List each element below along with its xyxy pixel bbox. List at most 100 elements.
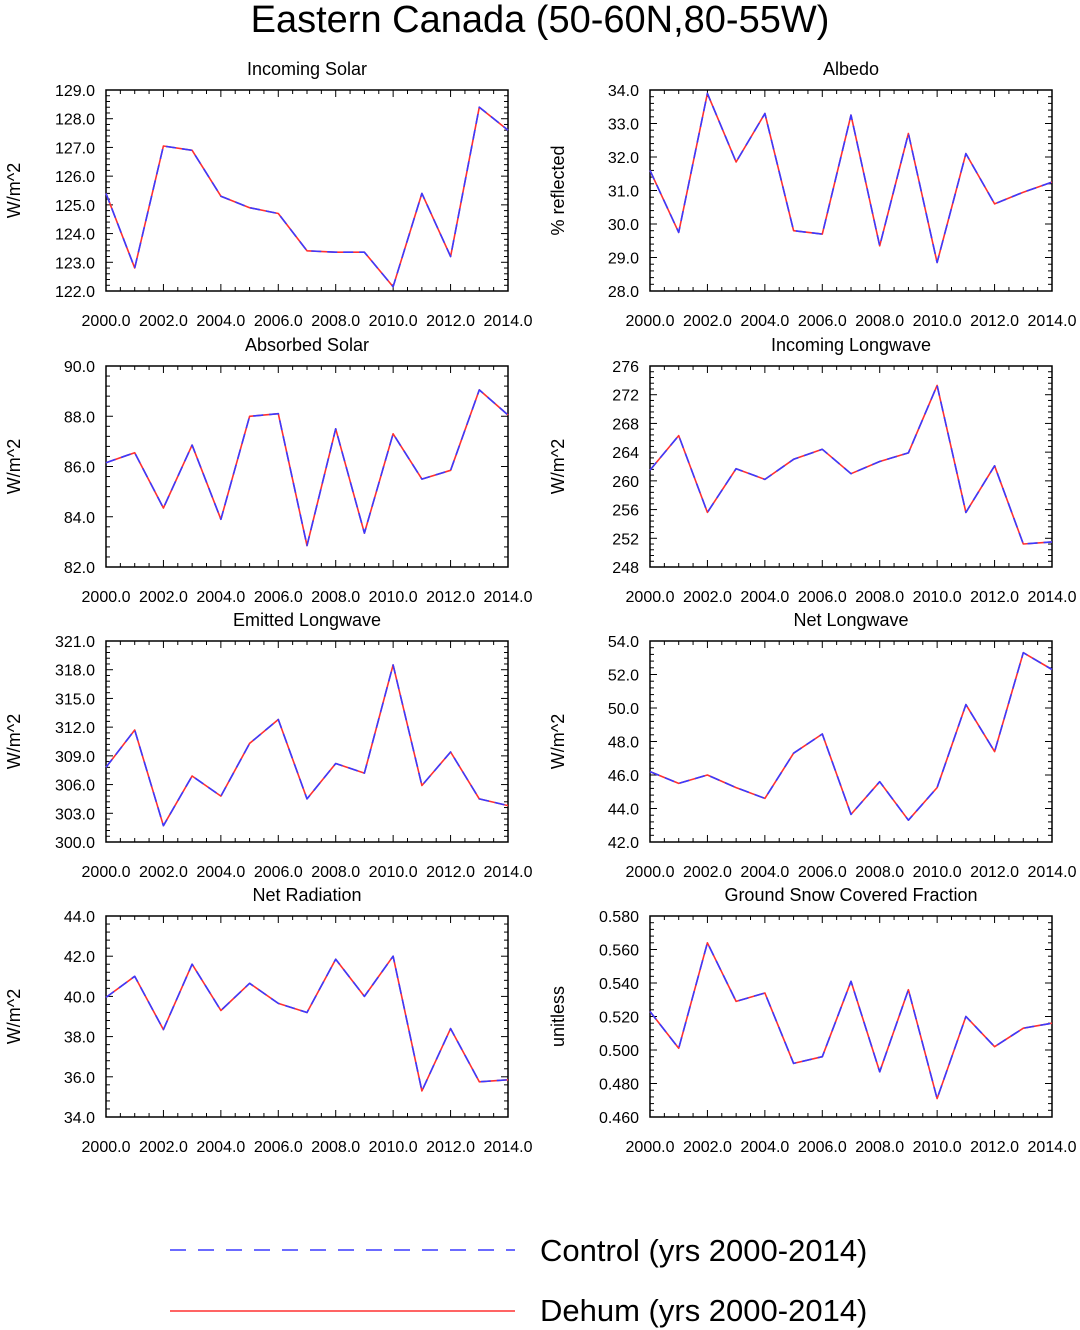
x-tick-label: 2014.0 xyxy=(484,313,533,330)
x-tick-label: 2010.0 xyxy=(913,589,962,606)
y-axis-label: W/m^2 xyxy=(4,989,24,1044)
x-tick-label: 2002.0 xyxy=(683,313,732,330)
x-tick-label: 2014.0 xyxy=(1028,864,1077,881)
series-line-control xyxy=(105,955,509,1092)
x-tick-label: 2008.0 xyxy=(855,589,904,606)
y-tick-label: 276 xyxy=(612,359,639,376)
panel-title: Emitted Longwave xyxy=(233,610,381,630)
y-tick-label: 31.0 xyxy=(608,184,639,201)
plot-frame xyxy=(105,365,509,568)
y-tick-label: 0.580 xyxy=(599,909,639,926)
x-tick-label: 2006.0 xyxy=(254,864,303,881)
panel-incoming-longwave: Incoming Longwave 2000.0 2002.0 2004.0 2006.… xyxy=(548,335,1077,606)
x-tick-label: 2000.0 xyxy=(626,864,675,881)
x-tick-label: 2006.0 xyxy=(254,589,303,606)
x-tick-label: 2004.0 xyxy=(740,1139,789,1156)
y-tick-label: 82.0 xyxy=(64,560,95,577)
panel-title: Absorbed Solar xyxy=(245,335,369,355)
x-tick-label: 2014.0 xyxy=(484,589,533,606)
x-tick-label: 2010.0 xyxy=(369,589,418,606)
y-axis-label: W/m^2 xyxy=(548,439,568,494)
y-tick-label: 33.0 xyxy=(608,117,639,134)
x-tick-label: 2006.0 xyxy=(254,1139,303,1156)
y-tick-label: 122.0 xyxy=(55,284,95,301)
plot-frame xyxy=(649,640,1053,843)
x-tick-label: 2004.0 xyxy=(740,589,789,606)
series-line-dehum xyxy=(105,664,509,827)
y-tick-label: 48.0 xyxy=(608,735,639,752)
panel-ground-snow-covered-fraction: Ground Snow Covered Fraction 2000.0 2002.0… xyxy=(548,885,1077,1156)
series-line-control xyxy=(649,92,1053,264)
x-tick-label: 2014.0 xyxy=(484,864,533,881)
series-line-dehum xyxy=(649,651,1053,822)
y-tick-label: 84.0 xyxy=(64,510,95,527)
x-tick-label: 2012.0 xyxy=(970,1139,1019,1156)
x-tick-label: 2002.0 xyxy=(139,313,188,330)
y-tick-label: 34.0 xyxy=(608,83,639,100)
x-tick-label: 2012.0 xyxy=(970,864,1019,881)
panel-title: Incoming Solar xyxy=(247,59,367,79)
y-tick-label: 90.0 xyxy=(64,359,95,376)
y-tick-label: 42.0 xyxy=(608,835,639,852)
x-tick-label: 2006.0 xyxy=(798,589,847,606)
y-tick-label: 312.0 xyxy=(55,720,95,737)
panel-albedo: Albedo 2000.0 2002.0 2004.0 2006.0 2008.0 2010… xyxy=(548,59,1077,330)
x-tick-label: 2004.0 xyxy=(196,313,245,330)
x-tick-label: 2000.0 xyxy=(82,1139,131,1156)
x-tick-label: 2012.0 xyxy=(970,589,1019,606)
panel-absorbed-solar: Absorbed Solar 2000.0 2002.0 2004.0 2006.0 20… xyxy=(4,335,533,606)
x-tick-label: 2008.0 xyxy=(311,1139,360,1156)
y-tick-label: 123.0 xyxy=(55,255,95,272)
y-tick-label: 125.0 xyxy=(55,198,95,215)
y-tick-label: 268 xyxy=(612,416,639,433)
y-tick-label: 44.0 xyxy=(608,802,639,819)
legend-dehum-label: Dehum (yrs 2000-2014) xyxy=(540,1293,867,1328)
y-tick-label: 260 xyxy=(612,474,639,491)
x-tick-label: 2008.0 xyxy=(311,864,360,881)
x-tick-label: 2004.0 xyxy=(740,313,789,330)
series-line-control xyxy=(649,384,1053,545)
y-tick-label: 315.0 xyxy=(55,691,95,708)
y-tick-label: 128.0 xyxy=(55,112,95,129)
series-line-dehum xyxy=(649,941,1053,1100)
y-axis-label: W/m^2 xyxy=(548,714,568,769)
panel-net-longwave: Net Longwave 2000.0 2002.0 2004.0 2006.0 2008… xyxy=(548,610,1077,881)
x-tick-label: 2002.0 xyxy=(683,1139,732,1156)
x-tick-label: 2000.0 xyxy=(626,313,675,330)
panel-emitted-longwave: Emitted Longwave 2000.0 2002.0 2004.0 2006.0… xyxy=(4,610,533,881)
x-tick-label: 2002.0 xyxy=(139,589,188,606)
y-tick-label: 318.0 xyxy=(55,663,95,680)
x-tick-label: 2014.0 xyxy=(1028,313,1077,330)
y-tick-label: 38.0 xyxy=(64,1030,95,1047)
y-axis-label: W/m^2 xyxy=(4,714,24,769)
panel-title: Incoming Longwave xyxy=(771,335,931,355)
series-line-control xyxy=(105,664,509,827)
x-tick-label: 2004.0 xyxy=(196,864,245,881)
legend: Control (yrs 2000-2014) Dehum (yrs 2000-… xyxy=(170,1233,867,1328)
panels: Incoming Solar 2000.0 2002.0 2004.0 2006.0 20… xyxy=(4,59,1077,1156)
panel-incoming-solar: Incoming Solar 2000.0 2002.0 2004.0 2006.0 20… xyxy=(4,59,533,330)
y-tick-label: 272 xyxy=(612,388,639,405)
x-tick-label: 2012.0 xyxy=(426,589,475,606)
y-tick-label: 0.460 xyxy=(599,1110,639,1127)
x-tick-label: 2006.0 xyxy=(798,864,847,881)
x-tick-label: 2008.0 xyxy=(855,313,904,330)
figure-title: Eastern Canada (50-60N,80-55W) xyxy=(251,0,830,41)
x-tick-label: 2010.0 xyxy=(369,864,418,881)
x-tick-label: 2012.0 xyxy=(426,864,475,881)
y-tick-label: 303.0 xyxy=(55,806,95,823)
plot-frame xyxy=(105,915,509,1118)
x-tick-label: 2010.0 xyxy=(913,1139,962,1156)
x-tick-label: 2004.0 xyxy=(740,864,789,881)
x-tick-label: 2004.0 xyxy=(196,1139,245,1156)
y-tick-label: 0.520 xyxy=(599,1010,639,1027)
y-tick-label: 29.0 xyxy=(608,251,639,268)
x-tick-label: 2014.0 xyxy=(1028,589,1077,606)
panel-title: Net Longwave xyxy=(793,610,908,630)
series-line-control xyxy=(649,941,1053,1100)
panel-title: Net Radiation xyxy=(252,885,361,905)
x-tick-label: 2010.0 xyxy=(913,864,962,881)
legend-control-label: Control (yrs 2000-2014) xyxy=(540,1233,867,1268)
y-tick-label: 0.560 xyxy=(599,943,639,960)
y-axis-label: % reflected xyxy=(548,145,568,235)
